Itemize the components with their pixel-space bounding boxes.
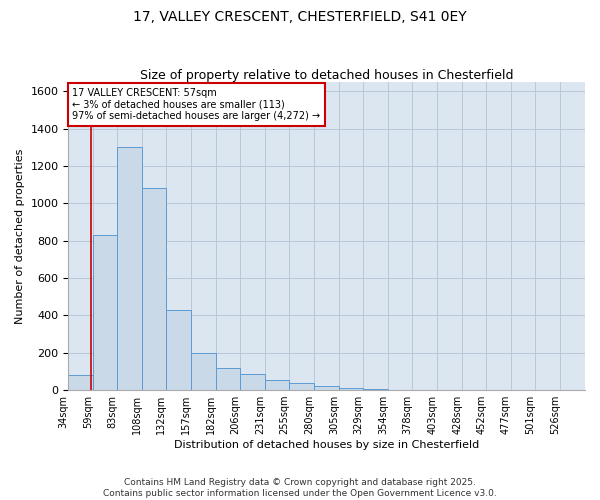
Bar xyxy=(240,374,265,390)
Bar xyxy=(339,388,363,390)
Bar xyxy=(289,382,314,390)
Bar xyxy=(118,148,142,390)
Y-axis label: Number of detached properties: Number of detached properties xyxy=(15,148,25,324)
Bar xyxy=(142,188,166,390)
Bar xyxy=(265,380,289,390)
Text: 17 VALLEY CRESCENT: 57sqm
← 3% of detached houses are smaller (113)
97% of semi-: 17 VALLEY CRESCENT: 57sqm ← 3% of detach… xyxy=(73,88,320,121)
Text: Contains HM Land Registry data © Crown copyright and database right 2025.
Contai: Contains HM Land Registry data © Crown c… xyxy=(103,478,497,498)
Bar xyxy=(68,375,94,390)
X-axis label: Distribution of detached houses by size in Chesterfield: Distribution of detached houses by size … xyxy=(174,440,479,450)
Bar xyxy=(94,235,118,390)
Bar xyxy=(166,310,191,390)
Bar xyxy=(314,386,339,390)
Title: Size of property relative to detached houses in Chesterfield: Size of property relative to detached ho… xyxy=(140,69,514,82)
Bar xyxy=(191,352,216,390)
Bar xyxy=(216,368,240,390)
Text: 17, VALLEY CRESCENT, CHESTERFIELD, S41 0EY: 17, VALLEY CRESCENT, CHESTERFIELD, S41 0… xyxy=(133,10,467,24)
Bar xyxy=(363,389,388,390)
